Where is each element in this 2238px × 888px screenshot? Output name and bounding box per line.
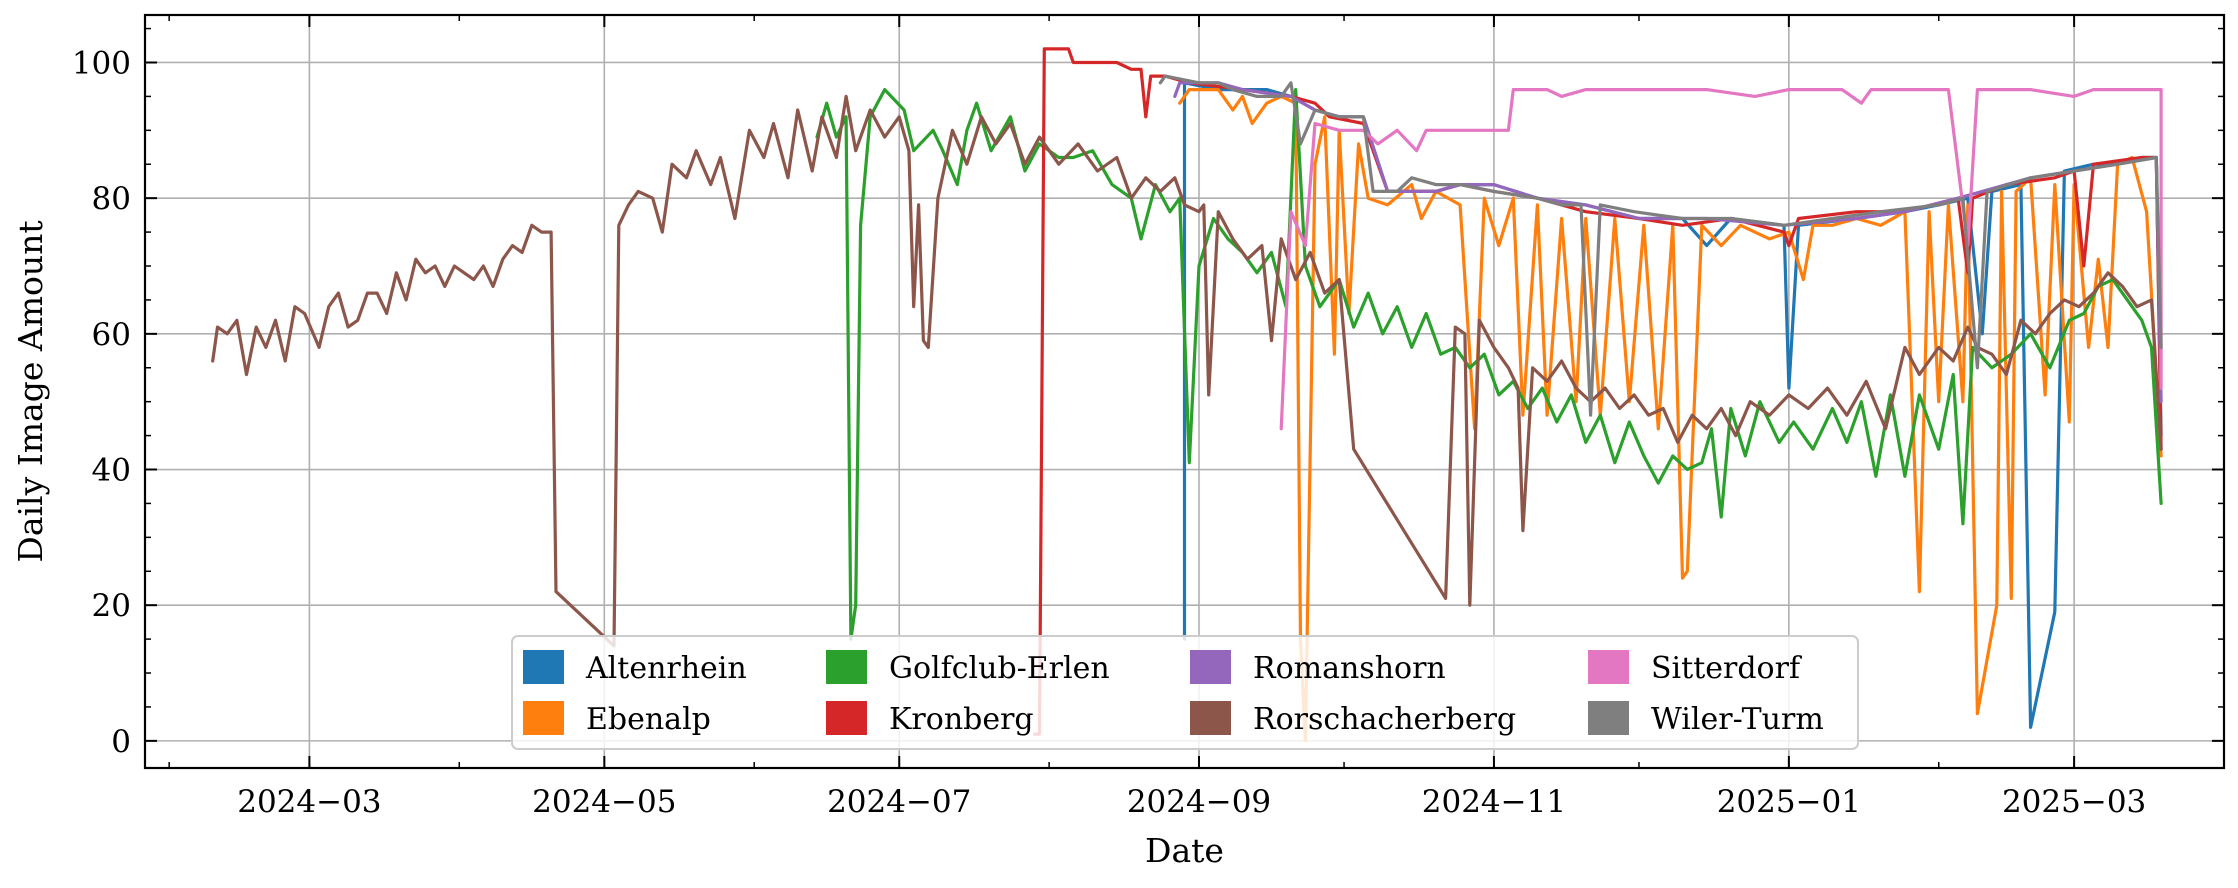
legend-label: Rorschacherberg	[1253, 702, 1516, 737]
y-tick-label: 20	[92, 588, 131, 624]
legend-label: Golfclub-Erlen	[889, 651, 1110, 686]
legend-swatch	[1190, 701, 1231, 735]
y-tick-label: 40	[92, 453, 131, 489]
legend-swatch	[826, 650, 867, 684]
series-lines	[211, 47, 2163, 743]
legend-swatch	[826, 701, 867, 735]
legend-swatch	[523, 701, 564, 735]
series-line-rorschacherberg	[211, 94, 2163, 648]
legend-label: Romanshorn	[1253, 651, 1446, 686]
legend-label: Sitterdorf	[1651, 651, 1802, 686]
y-tick-label: 100	[72, 45, 131, 81]
legend: Altenrhein Ebenalp Golfclub-Erlen Kronberg R…	[511, 635, 1859, 750]
legend-swatch	[523, 650, 564, 684]
y-tick-label: 80	[92, 181, 131, 217]
x-axis-label: Date	[1145, 831, 1224, 870]
legend-label: Wiler-Turm	[1651, 702, 1824, 737]
x-tick-label: 2025−03	[2002, 784, 2146, 820]
legend-swatch	[1588, 650, 1629, 684]
legend-swatch	[1190, 650, 1231, 684]
series-line-ebenalp	[1178, 88, 2163, 743]
x-tick-label: 2025−01	[1717, 784, 1861, 820]
y-tick-label: 60	[92, 317, 131, 353]
y-tick-label: 0	[111, 724, 131, 760]
plot-frame	[143, 13, 2226, 770]
x-tick-label: 2024−09	[1127, 784, 1271, 820]
series-line-sitterdorf	[1279, 88, 2163, 431]
legend-label: Altenrhein	[585, 651, 747, 686]
x-tick-label: 2024−07	[827, 784, 971, 820]
x-tick-label: 2024−11	[1422, 784, 1566, 820]
series-line-wiler-turm	[1158, 74, 2163, 417]
legend-label: Ebenalp	[586, 702, 711, 737]
y-axis-label: Daily Image Amount	[11, 220, 50, 562]
legend-label: Kronberg	[889, 702, 1034, 737]
legend-swatch	[1588, 701, 1629, 735]
x-tick-label: 2024−03	[237, 784, 381, 820]
axis-ticks: 2024−03 2024−05 2024−07 2024−09 2024−11 2025−…	[72, 15, 2224, 820]
x-tick-label: 2024−05	[532, 784, 676, 820]
